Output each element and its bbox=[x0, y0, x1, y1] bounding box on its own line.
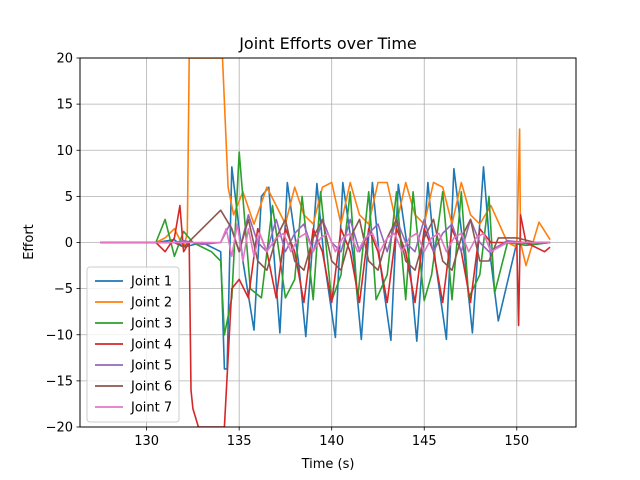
series-line-joint-6 bbox=[100, 209, 551, 272]
y-tick-label: 5 bbox=[65, 190, 73, 205]
axis-ticks: 130 135 140 145 150 −20 −15 −10 −5 0 5 10 15 20 bbox=[46, 52, 530, 450]
legend-label: Joint 3 bbox=[130, 317, 172, 332]
series-line-joint-7 bbox=[100, 223, 551, 262]
legend-label: Joint 2 bbox=[130, 296, 172, 311]
legend-label: Joint 6 bbox=[130, 380, 172, 395]
y-tick-label: 20 bbox=[56, 52, 73, 67]
x-tick-label: 130 bbox=[134, 434, 159, 449]
series-lines bbox=[100, 58, 551, 427]
x-tick-label: 150 bbox=[504, 434, 529, 449]
y-tick-label: −15 bbox=[46, 374, 73, 389]
y-tick-label: 10 bbox=[56, 144, 73, 159]
series-line-joint-4 bbox=[100, 204, 551, 427]
y-tick-label: −5 bbox=[54, 282, 73, 297]
legend-label: Joint 5 bbox=[130, 359, 172, 374]
y-tick-label: −10 bbox=[46, 328, 73, 343]
series-line-joint-3 bbox=[100, 151, 551, 336]
chart-title: Joint Efforts over Time bbox=[238, 34, 417, 53]
y-tick-label: 15 bbox=[56, 98, 73, 113]
legend-label: Joint 7 bbox=[130, 401, 172, 416]
legend-label: Joint 1 bbox=[130, 275, 172, 290]
x-tick-label: 135 bbox=[227, 434, 252, 449]
y-tick-label: 0 bbox=[65, 236, 73, 251]
x-axis-title: Time (s) bbox=[301, 457, 355, 472]
legend-label: Joint 4 bbox=[130, 338, 172, 353]
y-tick-label: −20 bbox=[46, 421, 73, 436]
legend-box bbox=[86, 266, 180, 423]
y-axis-title: Effort bbox=[22, 224, 37, 260]
legend: Joint 1 Joint 2 Joint 3 Joint 4 Joint 5 Joint… bbox=[86, 266, 180, 423]
x-tick-label: 140 bbox=[319, 434, 344, 449]
x-tick-label: 145 bbox=[412, 434, 437, 449]
